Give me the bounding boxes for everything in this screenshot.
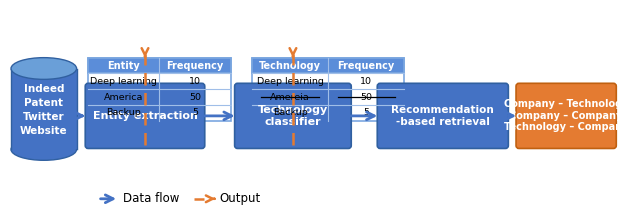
FancyBboxPatch shape xyxy=(377,83,508,149)
Text: 5: 5 xyxy=(192,108,198,117)
Text: America: America xyxy=(104,93,143,102)
Text: Deep learning: Deep learning xyxy=(90,77,157,86)
Text: Technology: Technology xyxy=(259,61,321,71)
Text: Data flow: Data flow xyxy=(123,192,179,205)
Text: Amereia: Amereia xyxy=(270,93,310,102)
Bar xyxy=(252,58,404,121)
FancyBboxPatch shape xyxy=(235,83,351,149)
Text: Indeed: Indeed xyxy=(24,84,64,94)
Text: Backup: Backup xyxy=(106,108,141,117)
Ellipse shape xyxy=(11,58,77,79)
Text: Technology
classifier: Technology classifier xyxy=(258,105,328,127)
Text: 5: 5 xyxy=(363,108,369,117)
Text: 10: 10 xyxy=(189,77,201,86)
Text: Company – Technology
Company – Company
Technology – Company: Company – Technology Company – Company T… xyxy=(504,99,628,132)
Text: 50: 50 xyxy=(189,93,201,102)
FancyBboxPatch shape xyxy=(85,83,205,149)
Ellipse shape xyxy=(11,139,77,160)
Text: Website: Website xyxy=(20,126,68,136)
FancyBboxPatch shape xyxy=(516,83,616,149)
Text: Output: Output xyxy=(220,192,260,205)
Text: Entity extraction: Entity extraction xyxy=(93,111,197,121)
Text: Frequency: Frequency xyxy=(337,61,395,71)
Bar xyxy=(252,58,404,73)
Text: Backup: Backup xyxy=(273,108,307,117)
Bar xyxy=(88,58,231,121)
Bar xyxy=(11,68,77,149)
Text: Entity: Entity xyxy=(108,61,140,71)
Text: Patent: Patent xyxy=(24,98,63,108)
Bar xyxy=(88,58,231,73)
Text: Deep learning: Deep learning xyxy=(257,77,323,86)
Bar xyxy=(11,68,77,149)
Text: Frequency: Frequency xyxy=(166,61,224,71)
Text: 10: 10 xyxy=(360,77,372,86)
Text: Recommendation
-based retrieval: Recommendation -based retrieval xyxy=(392,105,494,127)
Text: 50: 50 xyxy=(360,93,372,102)
Text: Twitter: Twitter xyxy=(23,112,65,122)
